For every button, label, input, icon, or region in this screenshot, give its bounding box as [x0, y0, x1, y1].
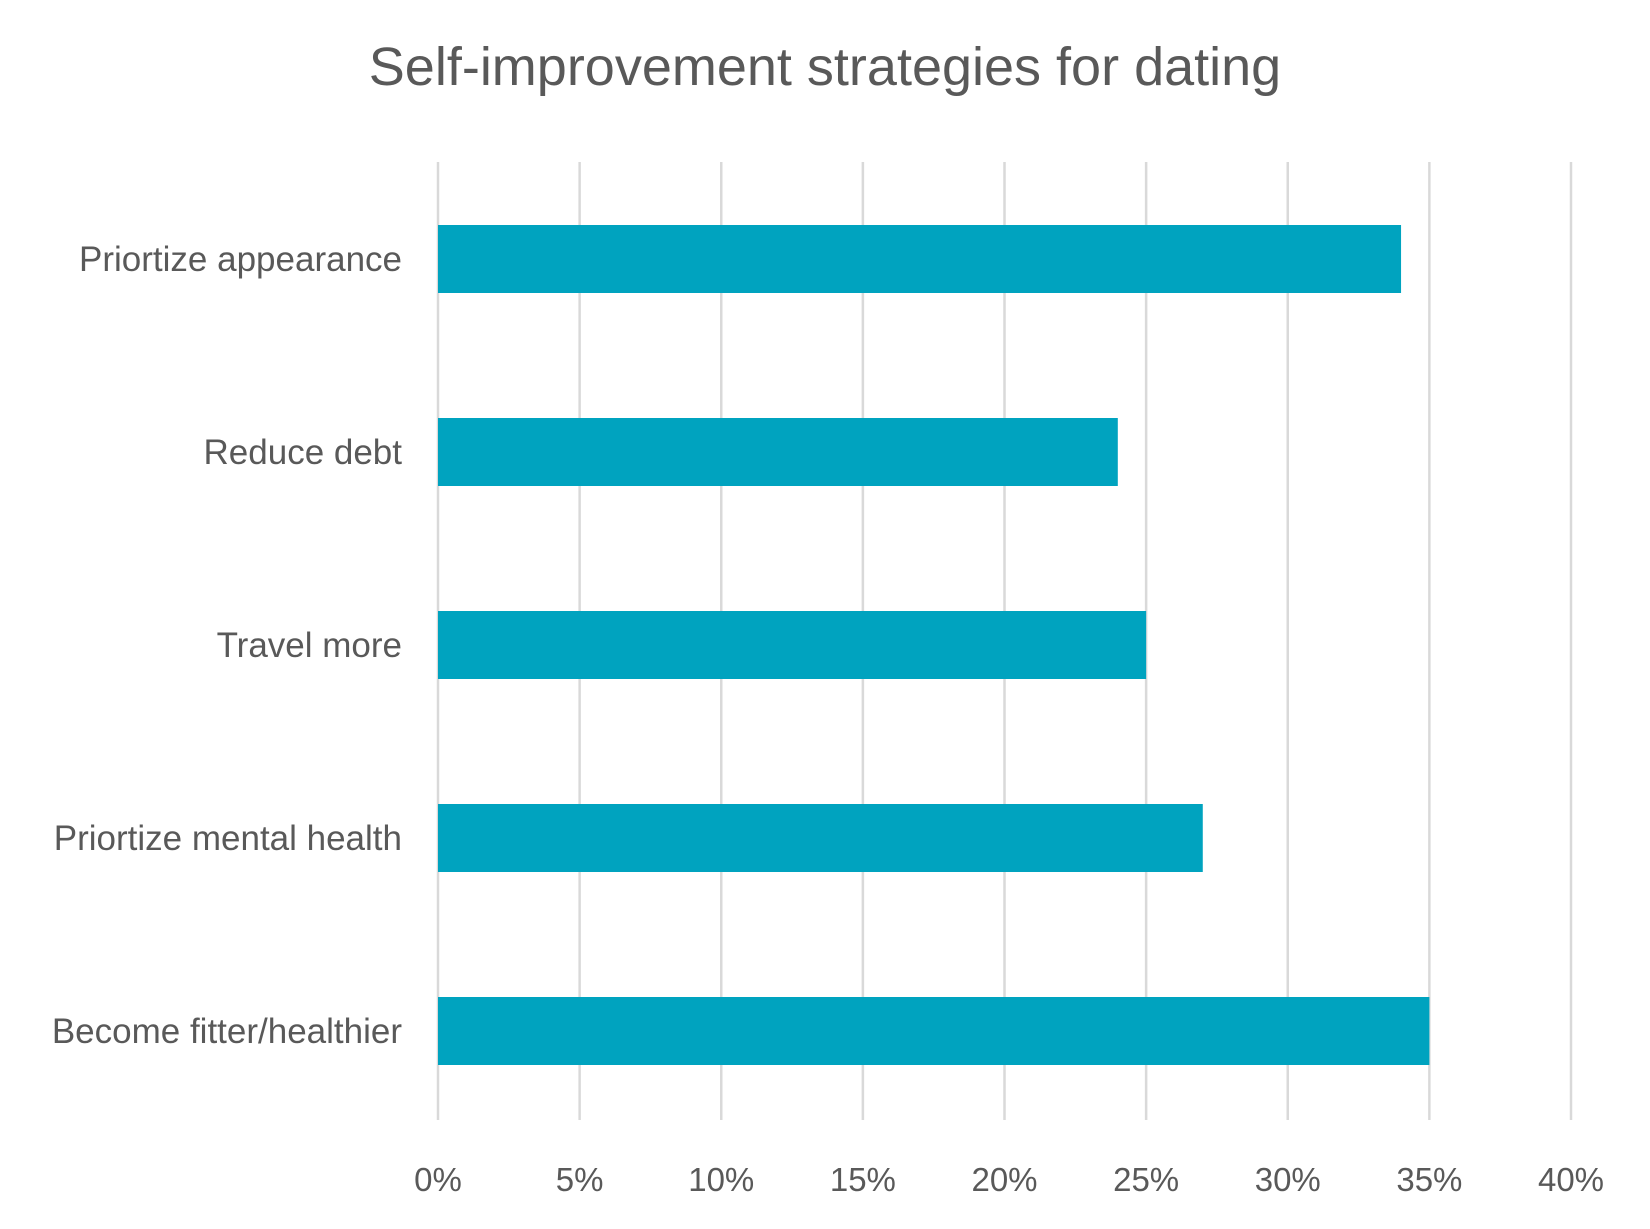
bar [438, 804, 1203, 872]
category-label: Priortize appearance [79, 240, 402, 279]
category-label: Become fitter/healthier [52, 1012, 403, 1051]
x-tick-label: 5% [556, 1161, 604, 1198]
bar [438, 611, 1147, 679]
bar [438, 225, 1402, 293]
x-tick-label: 30% [1255, 1161, 1321, 1198]
x-tick-label: 15% [830, 1161, 896, 1198]
x-tick-label: 25% [1113, 1161, 1179, 1198]
category-label: Travel more [217, 626, 402, 665]
category-label: Priortize mental health [54, 819, 402, 858]
x-tick-label: 10% [688, 1161, 754, 1198]
bar [438, 997, 1430, 1065]
x-tick-labels: 0% 5% 10% 15% 20% 25% 30% 35% 40% [414, 1161, 1604, 1198]
category-labels: Priortize appearance Reduce debt Travel mo… [52, 240, 403, 1051]
x-tick-label: 0% [414, 1161, 462, 1198]
x-tick-label: 35% [1396, 1161, 1462, 1198]
bars [438, 225, 1430, 1065]
x-tick-label: 40% [1538, 1161, 1604, 1198]
x-tick-label: 20% [971, 1161, 1037, 1198]
bar [438, 418, 1118, 486]
category-label: Reduce debt [204, 433, 403, 472]
chart-title: Self-improvement strategies for dating [368, 37, 1282, 97]
